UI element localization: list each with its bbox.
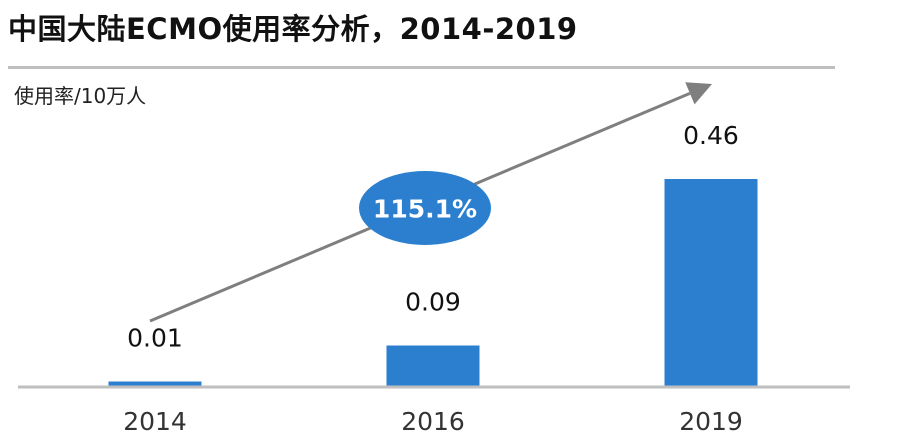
growth-arrowhead	[685, 82, 712, 105]
x-tick-label-2014: 2014	[123, 407, 187, 436]
bar-2016	[386, 345, 480, 386]
growth-rate-label: 115.1%	[373, 195, 477, 224]
growth-badge	[359, 171, 491, 245]
bar-2014	[108, 381, 202, 386]
bar-2019	[664, 179, 758, 386]
value-label-2014: 0.01	[127, 324, 183, 353]
x-tick-label-2016: 2016	[401, 407, 465, 436]
value-label-2019: 0.46	[683, 121, 739, 150]
x-tick-label-2019: 2019	[679, 407, 743, 436]
bars-group	[108, 179, 758, 386]
tick-labels-group: 2014 2016 2019	[123, 407, 743, 436]
page-title: 中国大陆ECMO使用率分析，2014-2019	[8, 12, 578, 46]
title-divider	[8, 66, 835, 69]
y-axis-unit-label: 使用率/10万人	[14, 84, 147, 108]
value-label-2016: 0.09	[405, 288, 461, 317]
value-labels-group: 0.01 0.09 0.46	[127, 121, 739, 353]
